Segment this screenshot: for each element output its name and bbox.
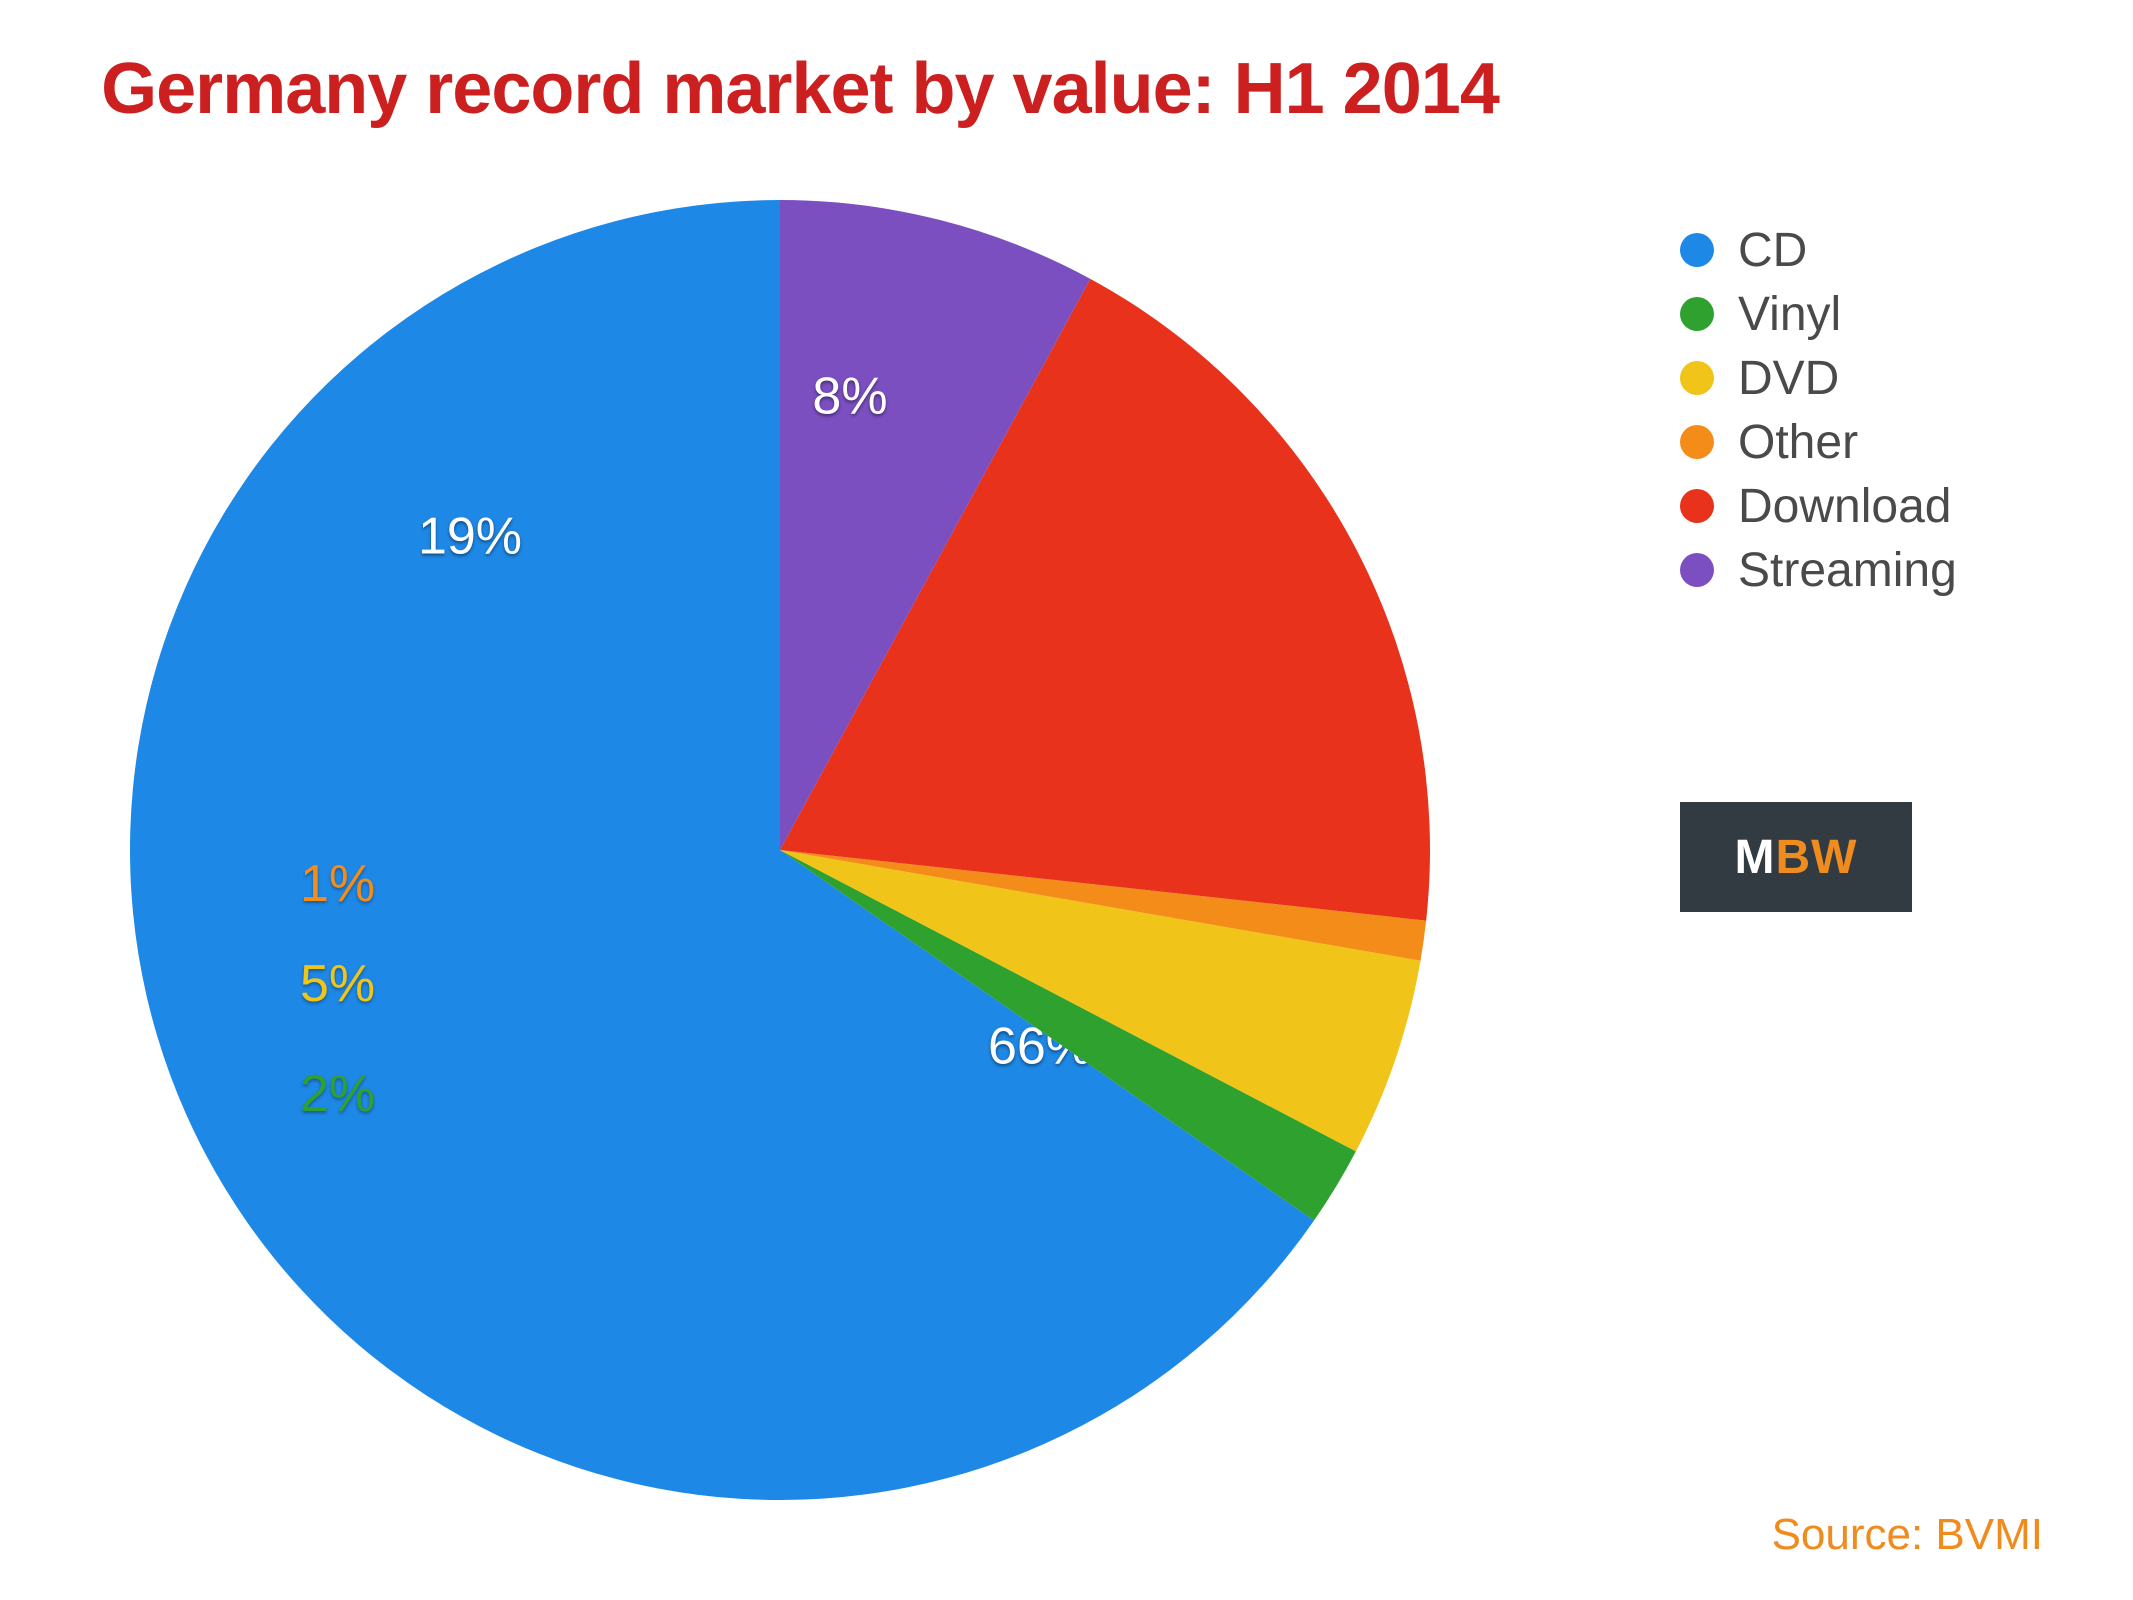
mbw-logo-m: M bbox=[1735, 830, 1776, 885]
legend-label: Vinyl bbox=[1738, 287, 1841, 342]
slice-label: 8% bbox=[812, 368, 887, 426]
legend-swatch bbox=[1680, 425, 1714, 459]
legend-swatch bbox=[1680, 233, 1714, 267]
legend-swatch bbox=[1680, 361, 1714, 395]
slice-label: 19% bbox=[418, 508, 522, 566]
chart-title: Germany record market by value: H1 2014 bbox=[0, 48, 1600, 130]
legend-label: Download bbox=[1738, 479, 1951, 534]
legend-item: Download bbox=[1680, 474, 1957, 538]
legend-item: Streaming bbox=[1680, 538, 1957, 602]
legend-item: CD bbox=[1680, 218, 1957, 282]
legend-item: DVD bbox=[1680, 346, 1957, 410]
slice-label: 1% bbox=[300, 854, 375, 914]
legend-swatch bbox=[1680, 489, 1714, 523]
pie-chart: 66%19%8% 2%5%1% bbox=[120, 190, 1440, 1510]
legend-swatch bbox=[1680, 297, 1714, 331]
source-attribution: Source: BVMI bbox=[1772, 1510, 2043, 1560]
legend-label: DVD bbox=[1738, 351, 1839, 406]
mbw-logo: MBW bbox=[1680, 802, 1912, 912]
mbw-logo-bw: BW bbox=[1776, 830, 1858, 885]
legend: CD Vinyl DVD Other Download Streaming bbox=[1680, 218, 1957, 602]
legend-item: Other bbox=[1680, 410, 1957, 474]
slice-label: 2% bbox=[300, 1064, 375, 1124]
slice-label: 5% bbox=[300, 954, 375, 1014]
legend-item: Vinyl bbox=[1680, 282, 1957, 346]
legend-label: Other bbox=[1738, 415, 1858, 470]
legend-swatch bbox=[1680, 553, 1714, 587]
legend-label: CD bbox=[1738, 223, 1807, 278]
legend-label: Streaming bbox=[1738, 543, 1957, 598]
